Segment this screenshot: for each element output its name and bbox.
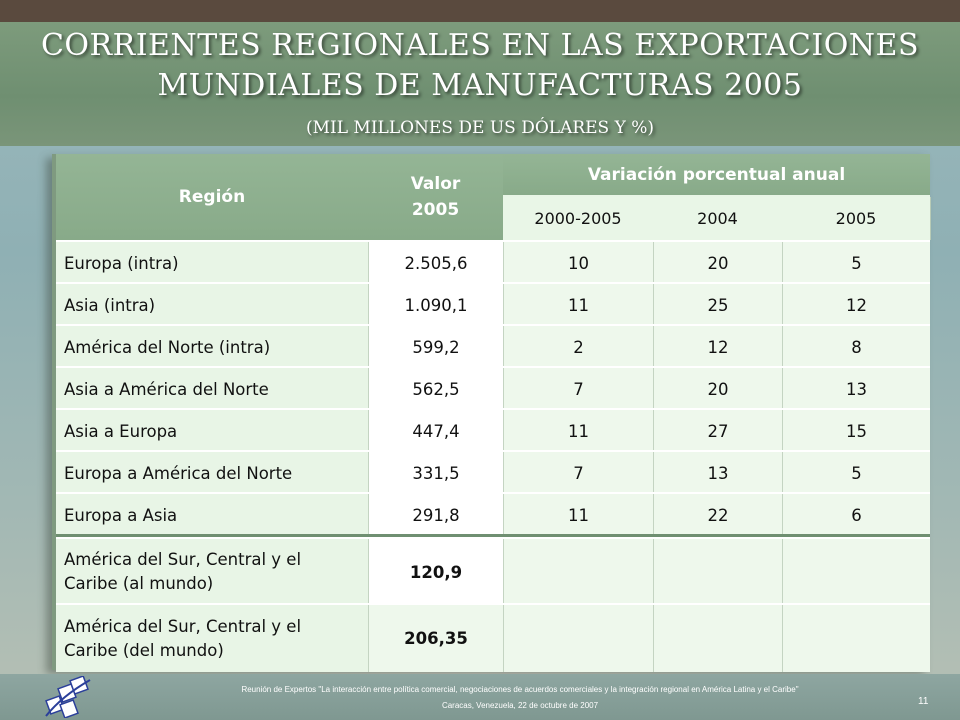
table-row: Asia a Europa 447,4 11 27 15 (56, 408, 930, 452)
organization-logo (45, 676, 91, 718)
header-region-cell: Región (56, 154, 368, 240)
cell-2004: 13 (653, 452, 782, 494)
footer-location-date: Caracas, Venezuela, 22 de octubre de 200… (441, 701, 599, 710)
table-row: América del Norte (intra) 599,2 2 12 8 (56, 324, 930, 368)
cell-2005: 15 (782, 410, 930, 452)
cell-2005: 6 (782, 494, 930, 536)
cell-2000-2005: 11 (503, 410, 653, 452)
cell-valor: 291,8 (368, 494, 503, 536)
table-row: América del Sur, Central y el Caribe (al… (56, 537, 930, 605)
cell-2004: 20 (653, 368, 782, 410)
cell-valor: 447,4 (368, 410, 503, 452)
cell-2004-empty (653, 605, 782, 672)
cell-2004: 22 (653, 494, 782, 536)
title-line-1: CORRIENTES REGIONALES EN LAS EXPORTACION… (40, 28, 920, 63)
cell-2005: 5 (782, 452, 930, 494)
cell-valor: 599,2 (368, 326, 503, 368)
table-row: Europa a América del Norte 331,5 7 13 5 (56, 450, 930, 494)
cell-2005-empty (782, 605, 930, 672)
title-band (0, 22, 960, 146)
header-variacion: Variación porcentual anual (587, 164, 846, 185)
cell-valor: 331,5 (368, 452, 503, 494)
cell-2005-empty (782, 539, 930, 605)
cell-valor: 562,5 (368, 368, 503, 410)
cell-region-line-2: Caribe (al mundo) (64, 574, 214, 593)
cell-2000-2005: 10 (503, 242, 653, 284)
top-band (0, 0, 960, 22)
cell-2000-2005: 7 (503, 368, 653, 410)
subheader-2004: 2004 (653, 197, 783, 240)
cell-region-line-1: América del Sur, Central y el (64, 550, 302, 569)
cell-2000-2005-empty (503, 605, 653, 672)
cell-region: América del Norte (intra) (56, 326, 368, 368)
section-divider (56, 534, 930, 537)
cell-region-line-1: América del Sur, Central y el (64, 616, 302, 636)
cell-region: Asia a Europa (56, 410, 368, 452)
cell-2004: 25 (653, 284, 782, 326)
cell-2000-2005: 7 (503, 452, 653, 494)
cell-valor: 120,9 (368, 539, 503, 605)
cell-2004: 12 (653, 326, 782, 368)
page-number: 11 (918, 696, 929, 707)
cell-2005: 5 (782, 242, 930, 284)
header-variacion-cell: Variación porcentual anual (503, 154, 930, 195)
header-valor-line-2: 2005 (411, 200, 460, 220)
cell-valor: 206,35 (368, 605, 503, 672)
cell-region: Europa a América del Norte (56, 452, 368, 494)
cell-valor: 1.090,1 (368, 284, 503, 326)
footer-event: Reunión de Expertos "La interacción entr… (241, 685, 799, 694)
table-row: América del Sur, Central y el Caribe (de… (56, 603, 930, 672)
table-row: Asia a América del Norte 562,5 7 20 13 (56, 366, 930, 410)
cell-region: América del Sur, Central y el Caribe (al… (56, 539, 368, 605)
cell-2000-2005: 11 (503, 284, 653, 326)
cell-region: Europa (intra) (56, 242, 368, 284)
subheader-2000-2005: 2000-2005 (503, 197, 654, 240)
cell-2005: 8 (782, 326, 930, 368)
cell-2005: 13 (782, 368, 930, 410)
slide-subtitle: (MIL MILLONES DE US DÓLARES Y %) (305, 118, 655, 138)
title-line-2: MUNDIALES DE MANUFACTURAS 2005 (157, 68, 803, 103)
header-valor-cell: Valor 2005 (368, 154, 503, 240)
subheader-2005: 2005 (782, 197, 931, 240)
cell-2004: 20 (653, 242, 782, 284)
header-region: Región (178, 187, 246, 207)
footer-band (0, 674, 960, 720)
header-valor-line-1: Valor (410, 174, 461, 194)
cell-2004: 27 (653, 410, 782, 452)
cell-region: Europa a Asia (56, 494, 368, 536)
table-row: Asia (intra) 1.090,1 11 25 12 (56, 282, 930, 326)
cell-region: América del Sur, Central y el Caribe (de… (56, 605, 368, 672)
cell-2000-2005: 11 (503, 494, 653, 536)
cell-2000-2005: 2 (503, 326, 653, 368)
cell-region-line-2: Caribe (del mundo) (64, 640, 224, 660)
slide-title: CORRIENTES REGIONALES EN LAS EXPORTACION… (0, 26, 960, 106)
table-row: Europa a Asia 291,8 11 22 6 (56, 492, 930, 536)
cell-region: Asia a América del Norte (56, 368, 368, 410)
data-table: Región Valor 2005 Variación porcentual a… (52, 154, 931, 672)
table-row: Europa (intra) 2.505,6 10 20 5 (56, 240, 930, 284)
cell-valor: 2.505,6 (368, 242, 503, 284)
cell-2004-empty (653, 539, 782, 605)
cell-2005: 12 (782, 284, 930, 326)
cell-region: Asia (intra) (56, 284, 368, 326)
cell-2000-2005-empty (503, 539, 653, 605)
